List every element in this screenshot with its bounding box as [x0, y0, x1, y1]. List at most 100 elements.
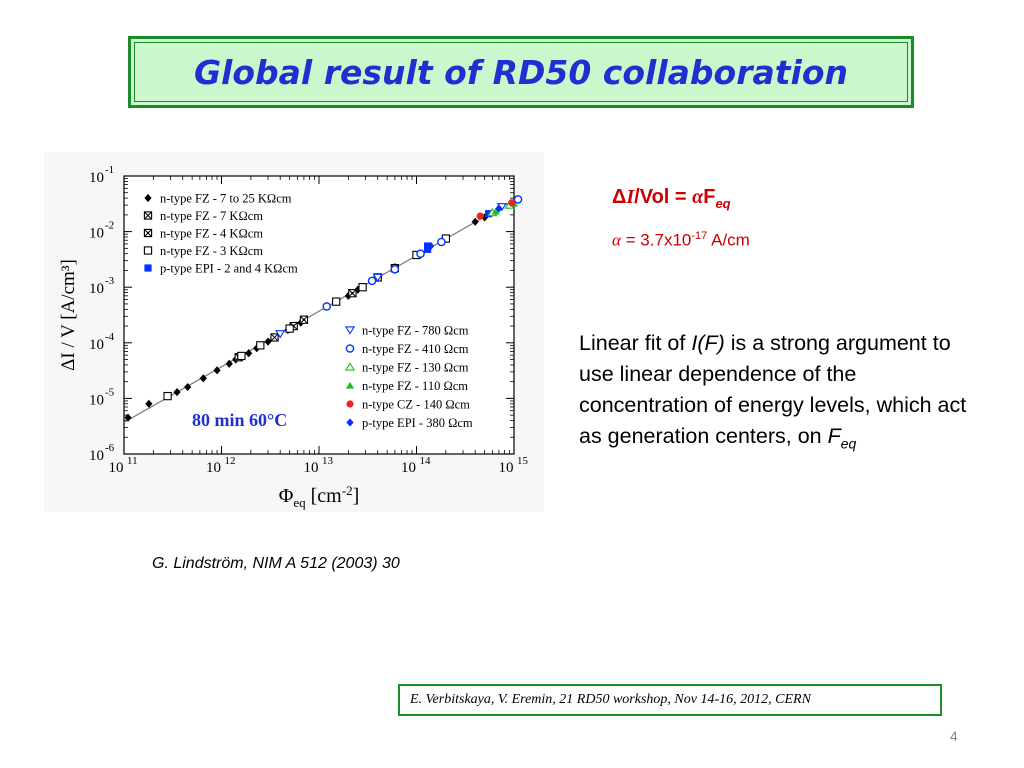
legend-marker: [344, 362, 356, 371]
legend-marker: [345, 344, 355, 353]
data-point: [163, 391, 172, 401]
plot-frame: [123, 175, 515, 455]
data-point: [256, 341, 265, 350]
formula-i: I: [626, 186, 635, 208]
legend-marker: [344, 326, 356, 335]
formula-main: ΔI/Vol = αFeq: [612, 186, 731, 211]
legend-label: n-type FZ - 410 Ωcm: [362, 342, 469, 356]
data-point: [485, 210, 493, 218]
x-tick-label: 10: [206, 460, 221, 476]
data-point: [358, 283, 367, 292]
alpha-symbol: α: [612, 230, 621, 250]
legend-marker: [346, 400, 354, 408]
x-tick-label-exp: 11: [127, 455, 138, 467]
formula-vol: /Vol =: [634, 186, 693, 208]
legend-label: n-type CZ - 140 Ωcm: [362, 398, 470, 412]
data-point: [145, 399, 153, 408]
y-tick-label: 10: [89, 392, 104, 408]
data-point: [427, 241, 435, 251]
citation: G. Lindström, NIM A 512 (2003) 30: [152, 555, 400, 572]
data-point: [437, 237, 446, 247]
legend-label: n-type FZ - 7 KΩcm: [160, 209, 263, 223]
data-point: [495, 204, 503, 213]
y-tick-label: 10: [89, 226, 104, 242]
data-point: [471, 217, 479, 226]
data-point: [332, 297, 341, 306]
legend-label: p-type EPI - 2 and 4 KΩcm: [160, 262, 298, 276]
x-tick-label-exp: 15: [517, 455, 529, 467]
alpha-text: = 3.7x10: [620, 230, 692, 250]
chart-annotation: 80 min 60°C: [192, 410, 287, 430]
footer-box: E. Verbitskaya, V. Eremin, 21 RD50 works…: [398, 684, 942, 716]
explanation-f: F: [827, 424, 841, 448]
formula-delta: Δ: [612, 186, 627, 208]
page-number: 4: [950, 728, 958, 744]
explanation-part1: Linear fit of: [579, 331, 692, 355]
alpha-unit: A/cm: [707, 230, 750, 250]
data-point: [213, 366, 221, 375]
data-point: [372, 273, 383, 283]
x-tick-label: 10: [499, 460, 514, 476]
legend-label: n-type FZ - 4 KΩcm: [160, 227, 263, 241]
y-tick-label-exp: -3: [105, 275, 115, 287]
y-tick-label-exp: -5: [105, 386, 115, 398]
x-axis-label: Φeq [cm-2]: [279, 483, 360, 510]
legend-marker: [346, 418, 354, 427]
y-tick-label-exp: -1: [105, 164, 114, 176]
legend-label: n-type FZ - 7 to 25 KΩcm: [160, 192, 292, 206]
data-point-dot: [351, 291, 354, 295]
alpha-exp: -17: [691, 230, 708, 242]
data-point-stroke: [270, 333, 279, 342]
legend-marker: [143, 246, 153, 255]
explanation-sub: eq: [840, 435, 857, 452]
data-point: [481, 213, 489, 222]
explanation-text: Linear fit of I(F) is a strong argument …: [579, 328, 971, 459]
legend-label: n-type FZ - 130 Ωcm: [362, 361, 469, 375]
x-tick-label: 10: [304, 460, 319, 476]
data-point: [124, 413, 132, 422]
legend-label: n-type FZ - 3 KΩcm: [160, 244, 263, 258]
legend-marker: [345, 381, 355, 389]
data-point: [476, 212, 484, 220]
y-tick-label: 10: [89, 448, 104, 464]
title-box: Global result of RD50 collaboration: [128, 36, 914, 108]
x-tick-label-exp: 12: [225, 455, 236, 467]
formula-alpha: α: [692, 186, 704, 208]
legend-label: n-type FZ - 110 Ωcm: [362, 379, 468, 393]
y-tick-label: 10: [89, 281, 104, 297]
y-tick-label-exp: -4: [105, 331, 115, 343]
y-axis-label: ΔI / V [A/cm³]: [58, 259, 79, 371]
data-point: [245, 349, 253, 358]
x-tick-label-exp: 14: [420, 455, 432, 467]
x-tick-label: 10: [109, 460, 124, 476]
y-tick-label-exp: -2: [105, 220, 114, 232]
y-tick-label: 10: [89, 337, 104, 353]
legend-marker: [144, 193, 152, 203]
data-point-dot: [302, 318, 306, 321]
formula-sub: eq: [715, 196, 731, 211]
alpha-value: α = 3.7x10-17 A/cm: [612, 230, 750, 251]
data-point: [508, 199, 516, 207]
formula-f: F: [703, 186, 716, 208]
legend-marker-stroke: [144, 211, 152, 220]
data-point: [275, 330, 286, 339]
x-tick-label-exp: 13: [322, 455, 334, 467]
data-point: [491, 207, 500, 215]
data-point: [416, 249, 425, 259]
data-point: [390, 264, 400, 274]
explanation-italic: I(F): [691, 331, 725, 355]
data-point: [285, 324, 294, 333]
data-point: [237, 351, 246, 361]
footer-text: E. Verbitskaya, V. Eremin, 21 RD50 works…: [410, 692, 811, 707]
legend-marker-dot: [146, 231, 150, 235]
y-tick-label-exp: -6: [105, 442, 115, 454]
slide-title: Global result of RD50 collaboration: [193, 53, 849, 92]
data-point: [173, 387, 181, 397]
y-tick-label: 10: [89, 170, 104, 186]
legend-label: n-type FZ - 780 Ωcm: [362, 324, 469, 338]
data-point: [367, 276, 377, 286]
legend-label: p-type EPI - 380 Ωcm: [362, 416, 473, 430]
x-tick-label: 10: [401, 460, 416, 476]
